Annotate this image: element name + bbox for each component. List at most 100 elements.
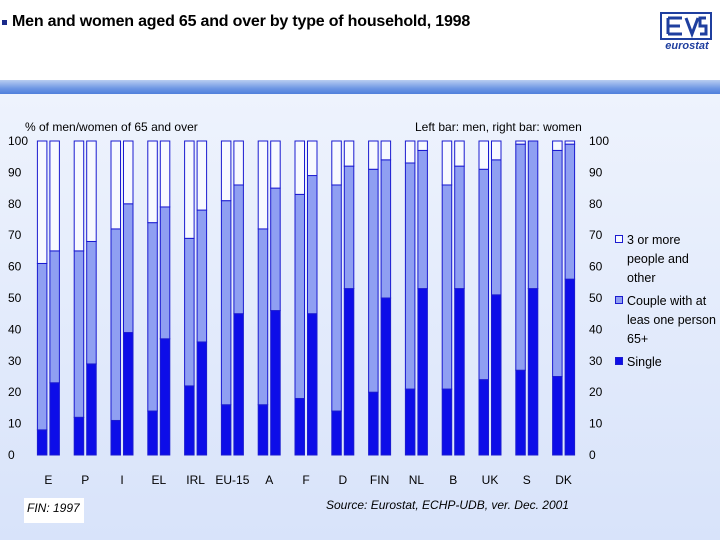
bar-other-women	[417, 140, 428, 151]
legend-label-couple: Couple with at leas one person 65+	[627, 294, 716, 346]
y-tick-label-left: 70	[8, 228, 22, 242]
y-tick-label-left: 90	[8, 165, 22, 179]
bar-other-men	[73, 140, 85, 252]
y-tick-label-left: 80	[8, 197, 22, 211]
bar-other-men	[515, 140, 526, 145]
bar-other-women	[307, 140, 318, 177]
page-title: Men and women aged 65 and over by type o…	[12, 13, 471, 30]
bar-other-women	[491, 140, 502, 161]
bar-single-men	[404, 388, 416, 456]
bar-other-men	[184, 140, 195, 239]
legend-label-other: 3 or more people and other	[627, 233, 689, 285]
y-tick-label-right: 10	[589, 417, 603, 431]
bar-single-women	[417, 288, 428, 456]
bar-couple-men	[36, 262, 48, 431]
bar-couple-men	[184, 237, 195, 387]
bar-single-men	[552, 376, 563, 456]
bar-couple-women	[343, 165, 355, 290]
y-tick-label-right: 80	[589, 197, 603, 211]
bar-couple-women	[307, 175, 318, 315]
bar-other-men	[147, 140, 158, 224]
bar-couple-women	[380, 159, 392, 299]
x-tick-label: FIN	[370, 473, 389, 487]
bar-single-men	[515, 369, 526, 456]
legend-item-couple: Couple with at leas one person 65+	[615, 292, 720, 349]
y-tick-label-right: 70	[589, 228, 603, 242]
bar-other-men	[294, 140, 305, 195]
y-tick-label-right: 40	[589, 322, 603, 336]
bar-other-men	[110, 140, 121, 230]
legend-label-single: Single	[627, 355, 662, 369]
y-tick-label-right: 60	[589, 260, 603, 274]
bar-single-men	[478, 379, 489, 456]
y-axis-label: % of men/women of 65 and over	[25, 120, 198, 134]
bar-single-men	[73, 416, 85, 456]
bar-single-women	[527, 288, 539, 456]
bar-couple-men	[147, 222, 158, 412]
bar-couple-women	[270, 187, 281, 312]
bar-other-women	[86, 140, 97, 242]
x-tick-label: IRL	[186, 473, 205, 487]
chart-subtitle: Left bar: men, right bar: women	[415, 120, 582, 134]
chart-area: 0 0 10 10 20 20 30 30 40 40 50 50 60 60 70 70 80 80 90 90 10…	[0, 94, 720, 540]
bar-couple-men	[220, 200, 232, 406]
legend-swatch-couple	[615, 296, 623, 304]
bar-other-men	[220, 140, 232, 202]
bar-single-women	[454, 288, 465, 456]
bar-single-men	[110, 419, 121, 456]
bar-other-men	[368, 140, 379, 170]
bar-couple-men	[478, 168, 489, 381]
bar-single-men	[184, 385, 195, 456]
x-tick-label: P	[81, 473, 89, 487]
y-tick-label-left: 60	[8, 260, 22, 274]
y-tick-label-right: 90	[589, 165, 603, 179]
bar-other-women	[123, 140, 134, 205]
legend-item-single: Single	[615, 353, 720, 372]
bar-other-men	[404, 140, 416, 164]
bar-couple-women	[86, 240, 97, 365]
bar-single-men	[220, 404, 232, 456]
y-tick-label-left: 40	[8, 322, 22, 336]
legend-swatch-single	[615, 357, 623, 365]
bar-couple-men	[368, 168, 379, 393]
bar-single-women	[49, 382, 60, 456]
bar-single-women	[270, 310, 281, 456]
bar-single-men	[331, 410, 342, 456]
bar-other-women	[233, 140, 244, 186]
header-band	[0, 80, 720, 94]
y-tick-label-right: 0	[589, 448, 596, 462]
bar-other-women	[343, 140, 355, 167]
bar-other-men	[441, 140, 453, 186]
bar-couple-women	[564, 143, 576, 280]
bar-single-women	[196, 341, 208, 456]
bar-couple-men	[552, 149, 563, 377]
bar-couple-women	[159, 206, 171, 340]
stacked-bar-chart: 0 0 10 10 20 20 30 30 40 40 50 50 60 60 70 70 80 80 90 90 10…	[8, 120, 609, 487]
y-tick-label-right: 100	[589, 134, 609, 148]
x-tick-label: S	[523, 473, 531, 487]
header: Men and women aged 65 and over by type o…	[0, 0, 720, 80]
bar-single-women	[307, 313, 318, 456]
x-tick-label: D	[338, 473, 347, 487]
eurostat-logo: eurostat	[660, 12, 714, 54]
y-tick-label-right: 20	[589, 385, 603, 399]
y-tick-label-left: 100	[8, 134, 28, 148]
x-tick-label: F	[302, 473, 309, 487]
bar-couple-men	[404, 162, 416, 390]
bar-single-women	[491, 294, 502, 456]
x-tick-label: NL	[409, 473, 425, 487]
y-tick-label-left: 10	[8, 417, 22, 431]
bar-single-women	[343, 288, 355, 456]
bar-other-women	[564, 140, 576, 145]
bar-other-men	[36, 140, 48, 264]
legend: 3 or more people and other Couple with a…	[615, 231, 720, 376]
bar-couple-men	[294, 193, 305, 399]
bar-couple-women	[49, 250, 60, 384]
bar-other-women	[270, 140, 281, 189]
bar-single-men	[294, 397, 305, 456]
logo-mark-icon	[660, 12, 712, 40]
bar-single-men	[147, 410, 158, 456]
bar-couple-women	[196, 209, 208, 343]
y-tick-label-left: 30	[8, 354, 22, 368]
x-tick-label: EU-15	[215, 473, 249, 487]
